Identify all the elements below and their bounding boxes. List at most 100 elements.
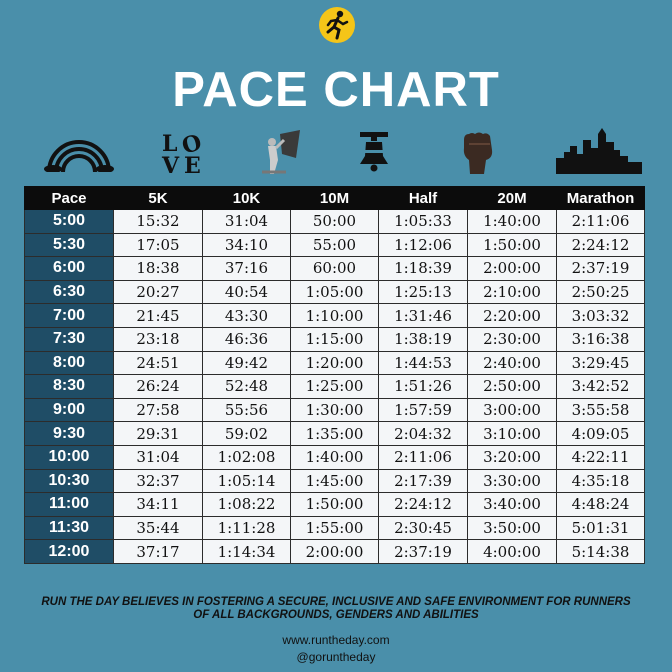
table-row: 5:00 15:32 31:04 50:00 1:05:33 1:40:00 2:11:06: [24, 209, 645, 234]
time-cell: 1:35:00: [290, 421, 379, 446]
pace-cell: 10:30: [24, 468, 114, 494]
table-row: 12:00 37:17 1:14:34 2:00:00 2:37:19 4:00:00 5:…: [24, 539, 645, 564]
table-row: 6:30 20:27 40:54 1:05:00 1:25:13 2:10:00 2:50:…: [24, 279, 645, 305]
time-cell: 1:57:59: [378, 397, 468, 423]
runner-logo-icon: [319, 7, 355, 43]
time-cell: 3:03:32: [556, 303, 645, 328]
table-row: 9:30 29:31 59:02 1:35:00 2:04:32 3:10:00 4:09:…: [24, 421, 645, 446]
pace-table: Pace 5K 10K 10M Half 20M Marathon 5:00 15:32 31:…: [24, 186, 645, 564]
time-cell: 1:15:00: [290, 326, 379, 352]
time-cell: 3:50:00: [467, 515, 557, 541]
time-cell: 31:04: [202, 209, 291, 234]
pace-cell: 6:30: [24, 279, 114, 305]
time-cell: 1:05:14: [202, 468, 291, 494]
time-cell: 20:27: [113, 279, 203, 305]
page-title: PACE CHART: [172, 63, 500, 117]
time-cell: 1:38:19: [378, 326, 468, 352]
time-cell: 1:20:00: [290, 350, 379, 376]
time-cell: 55:56: [202, 397, 291, 423]
time-cell: 24:51: [113, 350, 203, 376]
time-cell: 2:37:19: [556, 256, 645, 281]
time-cell: 3:10:00: [467, 421, 557, 446]
pace-cell: 6:00: [24, 256, 114, 281]
time-cell: 49:42: [202, 350, 291, 376]
pace-cell: 11:30: [24, 515, 114, 541]
time-cell: 1:50:00: [290, 492, 379, 517]
time-cell: 3:55:58: [556, 397, 645, 423]
time-cell: 27:58: [113, 397, 203, 423]
time-cell: 40:54: [202, 279, 291, 305]
pace-cell: 5:00: [24, 209, 114, 234]
time-cell: 46:36: [202, 326, 291, 352]
social-handle: @goruntheday: [296, 650, 376, 664]
time-cell: 2:50:00: [467, 374, 557, 399]
time-cell: 55:00: [290, 232, 379, 258]
column-header: 10K: [202, 186, 291, 210]
icon-row: L O V E: [0, 126, 672, 178]
time-cell: 3:20:00: [467, 444, 557, 470]
time-cell: 3:40:00: [467, 492, 557, 517]
pace-cell: 9:30: [24, 421, 114, 446]
time-cell: 60:00: [290, 256, 379, 281]
time-cell: 2:20:00: [467, 303, 557, 328]
website-link[interactable]: www.runtheday.com: [282, 633, 390, 647]
time-cell: 1:40:00: [290, 444, 379, 470]
time-cell: 5:01:31: [556, 515, 645, 541]
time-cell: 4:35:18: [556, 468, 645, 494]
time-cell: 1:10:00: [290, 303, 379, 328]
time-cell: 1:31:46: [378, 303, 468, 328]
time-cell: 1:51:26: [378, 374, 468, 399]
pace-cell: 12:00: [24, 539, 114, 564]
time-cell: 2:37:19: [378, 539, 468, 564]
pace-cell: 11:00: [24, 492, 114, 517]
column-header: 20M: [467, 186, 557, 210]
table-row: 8:30 26:24 52:48 1:25:00 1:51:26 2:50:00 3:42:…: [24, 374, 645, 399]
svg-text:V: V: [161, 153, 180, 174]
liberty-bell-icon: [360, 132, 388, 172]
time-cell: 3:00:00: [467, 397, 557, 423]
love-sculpture-icon: L O V E: [161, 130, 204, 174]
table-body: 5:00 15:32 31:04 50:00 1:05:33 1:40:00 2:11:06…: [24, 209, 645, 564]
time-cell: 2:10:00: [467, 279, 557, 305]
time-cell: 2:30:45: [378, 515, 468, 541]
table-header-row: Pace 5K 10K 10M Half 20M Marathon: [24, 186, 645, 210]
pace-cell: 8:00: [24, 350, 114, 376]
time-cell: 2:40:00: [467, 350, 557, 376]
table-row: 7:00 21:45 43:30 1:10:00 1:31:46 2:20:00 3:03:…: [24, 303, 645, 328]
time-cell: 1:55:00: [290, 515, 379, 541]
time-cell: 29:31: [113, 421, 203, 446]
time-cell: 23:18: [113, 326, 203, 352]
time-cell: 3:29:45: [556, 350, 645, 376]
table-row: 8:00 24:51 49:42 1:20:00 1:44:53 2:40:00 3:29:…: [24, 350, 645, 376]
column-header: Pace: [24, 186, 114, 210]
svg-text:L: L: [162, 131, 177, 157]
time-cell: 2:50:25: [556, 279, 645, 305]
time-cell: 1:25:00: [290, 374, 379, 399]
time-cell: 17:05: [113, 232, 203, 258]
time-cell: 37:17: [113, 539, 203, 564]
table-row: 9:00 27:58 55:56 1:30:00 1:57:59 3:00:00 3:55:…: [24, 397, 645, 423]
raised-fist-icon: [463, 132, 493, 174]
time-cell: 21:45: [113, 303, 203, 328]
time-cell: 4:48:24: [556, 492, 645, 517]
time-cell: 37:16: [202, 256, 291, 281]
time-cell: 31:04: [113, 444, 203, 470]
table-row: 6:00 18:38 37:16 60:00 1:18:39 2:00:00 2:37:19: [24, 256, 645, 281]
pace-cell: 9:00: [24, 397, 114, 423]
time-cell: 1:05:00: [290, 279, 379, 305]
time-cell: 50:00: [290, 209, 379, 234]
time-cell: 2:11:06: [556, 209, 645, 234]
column-header: 5K: [113, 186, 203, 210]
table-row: 5:30 17:05 34:10 55:00 1:12:06 1:50:00 2:24:12: [24, 232, 645, 258]
time-cell: 15:32: [113, 209, 203, 234]
pace-cell: 7:30: [24, 326, 114, 352]
footer: www.runtheday.com @goruntheday: [0, 632, 672, 666]
time-cell: 34:11: [113, 492, 203, 517]
time-cell: 52:48: [202, 374, 291, 399]
time-cell: 1:40:00: [467, 209, 557, 234]
time-cell: 1:05:33: [378, 209, 468, 234]
inclusion-statement: RUN THE DAY BELIEVES IN FOSTERING A SECU…: [41, 596, 631, 621]
time-cell: 18:38: [113, 256, 203, 281]
time-cell: 34:10: [202, 232, 291, 258]
pace-cell: 10:00: [24, 444, 114, 470]
